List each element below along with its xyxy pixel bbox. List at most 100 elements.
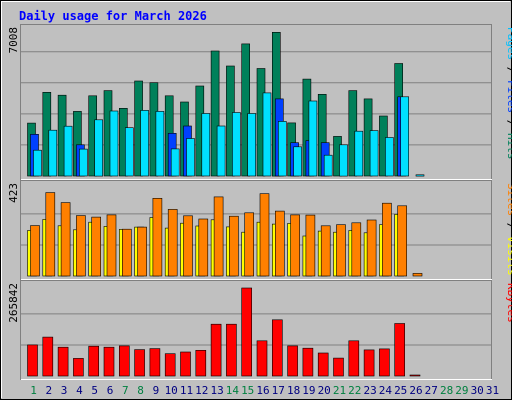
bar-kbytes-day-2: [42, 336, 54, 377]
day-label-7: 7: [122, 384, 129, 397]
bar-pages-day-22: [354, 130, 364, 177]
bar-pages-day-13: [216, 125, 226, 177]
day-label-21: 21: [333, 384, 346, 397]
day-labels: 1 2 3 4 5 6 7 8 9 10 11 12 13 14 15 16 17 18 19 20 21 22 23 24 2…: [30, 384, 499, 397]
bar-kbytes-day-15: [241, 287, 252, 377]
bar-sites-day-25: [397, 205, 408, 277]
day-label-31: 31: [486, 384, 499, 397]
bar-pages-day-6: [109, 110, 119, 177]
bar-kbytes-day-9: [149, 348, 161, 377]
bar-kbytes-day-11: [180, 351, 191, 377]
day-label-26: 26: [409, 384, 422, 397]
bar-pages-day-26: [415, 174, 425, 177]
bar-kbytes-day-26: [409, 374, 421, 377]
legend-item: /: [505, 216, 512, 236]
day-label-1: 1: [30, 384, 37, 397]
day-label-29: 29: [455, 384, 468, 397]
day-label-2: 2: [45, 384, 52, 397]
bar-kbytes-day-13: [210, 323, 222, 377]
legend-visits-sites: Sites / Visits: [505, 183, 512, 276]
bar-kbytes-day-7: [119, 345, 130, 377]
bar-sites-day-12: [198, 218, 209, 277]
bar-kbytes-day-14: [226, 323, 237, 377]
bar-pages-day-16: [262, 92, 272, 177]
bar-pages-day-5: [94, 119, 103, 177]
day-label-20: 20: [318, 384, 331, 397]
bar-pages-day-25: [400, 96, 410, 177]
day-label-13: 13: [210, 384, 223, 397]
bar-pages-day-2: [48, 129, 58, 177]
bar-pages-day-17: [277, 121, 287, 177]
bar-sites-day-9: [152, 198, 163, 277]
bar-kbytes-day-18: [287, 345, 298, 377]
panel-visits-sites: 423 Sites / Visits: [7, 180, 512, 280]
bar-sites-day-26: [412, 273, 423, 277]
bar-sites-day-23: [366, 219, 377, 277]
day-label-18: 18: [287, 384, 300, 397]
legend-item: Files: [505, 80, 512, 113]
day-label-10: 10: [165, 384, 178, 397]
day-label-19: 19: [302, 384, 315, 397]
bar-pages-day-12: [201, 113, 211, 177]
bar-sites-day-20: [320, 225, 331, 277]
bar-kbytes-day-4: [73, 358, 84, 377]
bar-pages-day-19: [308, 100, 318, 177]
day-label-9: 9: [153, 384, 160, 397]
panel-hits-files-pages: 7008 Pages / Files / Hits: [7, 24, 512, 180]
legend-item: /: [505, 60, 512, 80]
bar-pages-day-23: [369, 130, 379, 177]
bar-pages-day-3: [63, 125, 73, 177]
bar-pages-day-24: [385, 137, 394, 177]
day-label-15: 15: [241, 384, 254, 397]
bar-kbytes-day-3: [57, 346, 69, 377]
bar-pages-day-11: [186, 138, 195, 177]
day-label-11: 11: [180, 384, 193, 397]
day-label-6: 6: [107, 384, 114, 397]
bar-pages-day-7: [125, 127, 134, 177]
day-label-30: 30: [471, 384, 484, 397]
bar-pages-day-14: [232, 112, 241, 177]
bar-pages-day-21: [339, 144, 348, 177]
chart-title: Daily usage for March 2026: [19, 9, 207, 23]
bar-sites-day-15: [244, 212, 254, 277]
bar-pages-day-18: [293, 146, 302, 177]
legend-item: Pages: [505, 27, 512, 60]
bar-sites-day-24: [382, 202, 392, 277]
legend-item: KBytes: [505, 283, 512, 323]
bar-sites-day-17: [274, 210, 285, 277]
day-label-23: 23: [363, 384, 376, 397]
bar-kbytes-day-23: [363, 349, 375, 377]
day-label-14: 14: [226, 384, 240, 397]
bar-hits-day-13: [210, 50, 220, 177]
bar-kbytes-day-21: [333, 357, 344, 377]
legend-kbytes: KBytes: [505, 283, 512, 323]
day-label-16: 16: [256, 384, 269, 397]
bar-sites-day-4: [76, 215, 86, 277]
bar-pages-day-15: [247, 113, 256, 177]
bar-sites-day-21: [336, 224, 346, 277]
bar-sites-day-16: [259, 193, 270, 277]
bar-kbytes-day-17: [271, 319, 283, 377]
y-max-label: 7008: [7, 27, 20, 54]
bar-kbytes-day-10: [164, 353, 176, 377]
bar-kbytes-day-16: [256, 340, 268, 377]
bar-sites-day-13: [213, 196, 224, 277]
legend-item: Sites: [505, 183, 512, 216]
legend-item: Hits: [505, 133, 512, 160]
bar-pages-day-20: [323, 154, 333, 177]
legend-item: Visits: [505, 236, 512, 276]
bar-sites-day-2: [45, 192, 56, 277]
bar-pages-day-10: [170, 148, 180, 177]
bar-sites-day-14: [229, 215, 239, 277]
bar-sites-day-7: [122, 228, 132, 277]
y-max-label: 423: [7, 183, 20, 203]
day-label-22: 22: [348, 384, 361, 397]
bar-kbytes-day-25: [394, 323, 406, 377]
day-label-17: 17: [272, 384, 285, 397]
bar-pages-day-4: [79, 148, 88, 177]
day-label-12: 12: [195, 384, 208, 397]
bar-pages-day-8: [140, 110, 149, 177]
bar-kbytes-day-19: [302, 347, 314, 377]
